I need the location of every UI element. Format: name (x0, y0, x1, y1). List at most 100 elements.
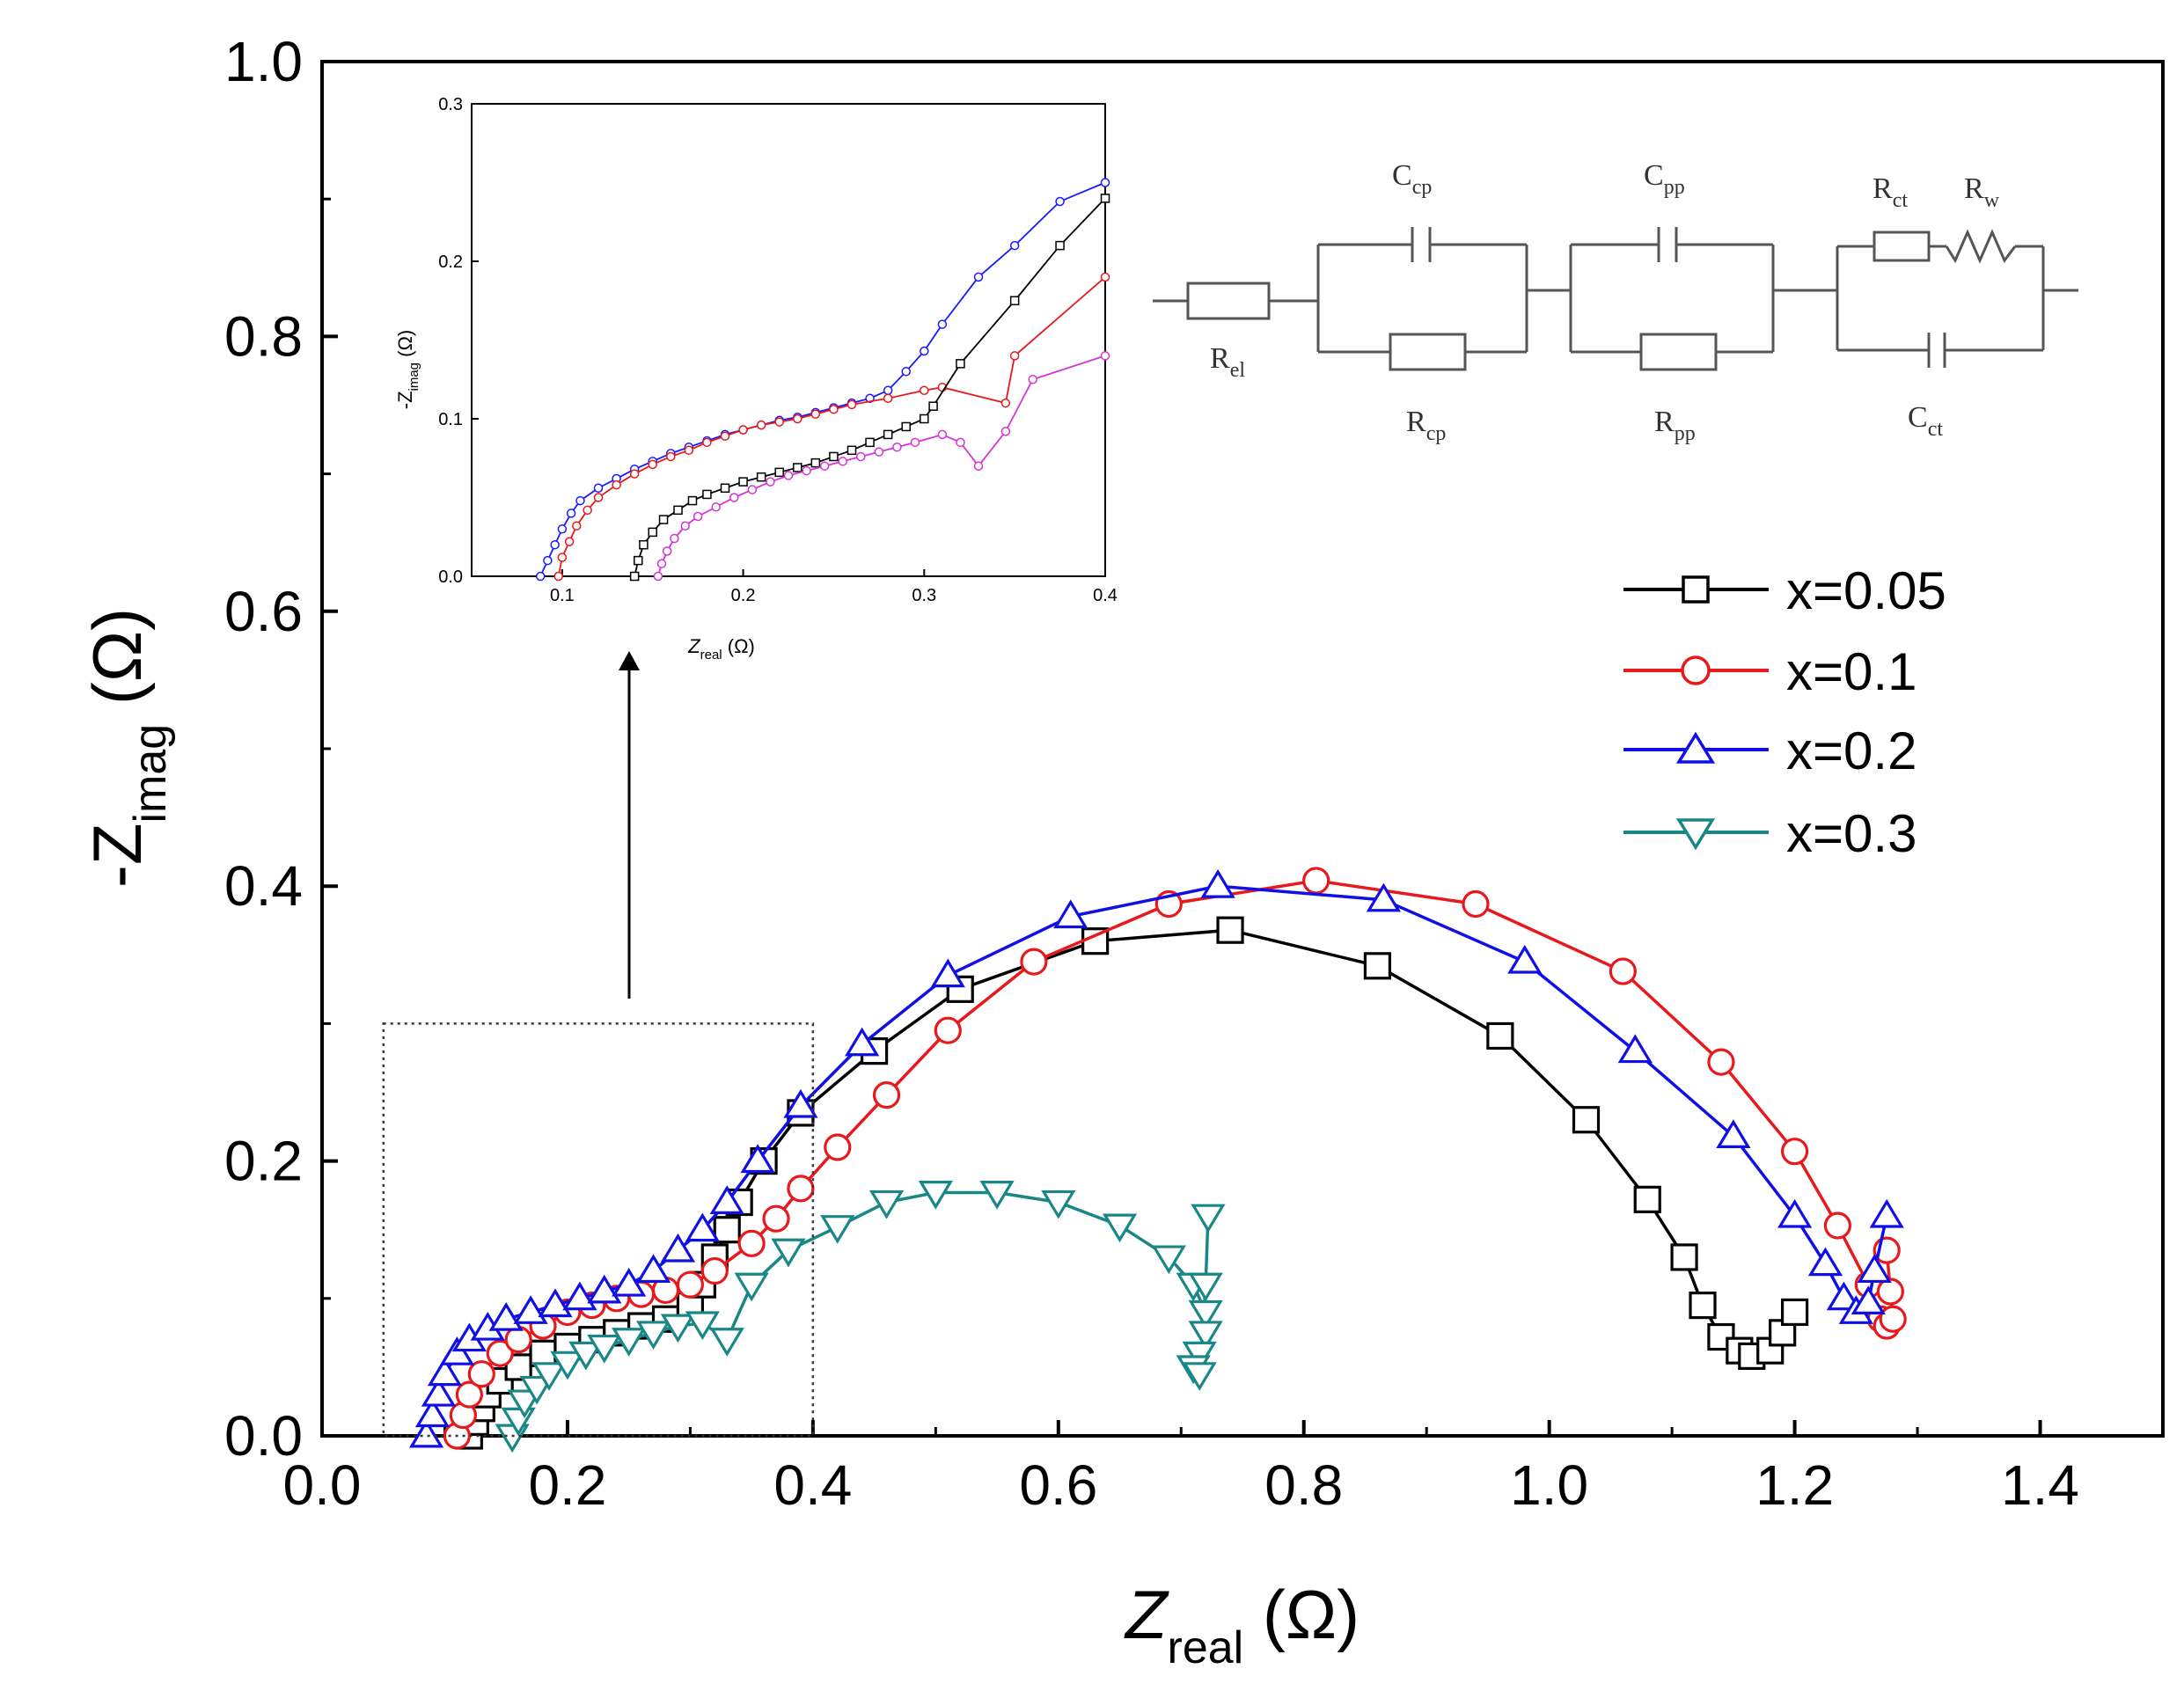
label-c-pp: Cpp (1644, 159, 1685, 199)
data-point-s1-18 (872, 1081, 901, 1109)
legend-marker-0 (1682, 575, 1710, 604)
inset-point-s2-3 (648, 527, 657, 538)
inset-point-s2-2 (639, 539, 649, 550)
x-tick-label-4: 0.8 (1264, 1453, 1343, 1517)
inset-point-s3-12 (819, 461, 830, 471)
data-point-s0-24 (1486, 1021, 1514, 1050)
inset-frame (471, 103, 1106, 577)
x-tick-label-0: 0.0 (283, 1453, 362, 1517)
data-point-s0-6 (529, 1339, 557, 1367)
data-point-s1-4 (486, 1339, 514, 1367)
data-point-s3-8 (612, 1328, 647, 1357)
data-point-s3-14 (771, 1238, 806, 1268)
inset-point-s0-24 (920, 346, 929, 356)
data-point-s3-15 (820, 1215, 855, 1244)
inset-point-s1-1 (557, 553, 568, 562)
inset-x-title: Zreal (Ω) (687, 635, 755, 662)
data-point-s3-27 (1182, 1362, 1217, 1391)
data-point-s3-6 (568, 1341, 604, 1371)
legend-entry-1: x=0.1 (1623, 642, 1916, 701)
data-point-s1-26 (1780, 1138, 1809, 1166)
legend-marker-1 (1681, 655, 1711, 685)
inset-point-s0-4 (566, 509, 576, 518)
inset-point-s3-11 (802, 465, 811, 476)
inset-point-s0-22 (883, 385, 893, 396)
y-tick-label-2: 0.4 (224, 854, 303, 918)
data-point-s2-20 (930, 958, 965, 988)
inset-x-title-unit: (Ω) (722, 635, 755, 657)
x-tick-label-2: 0.4 (773, 1453, 852, 1517)
data-point-s3-3 (519, 1375, 554, 1405)
inset-point-s3-0 (653, 571, 663, 582)
data-point-s1-27 (1823, 1212, 1852, 1240)
series-line-0 (467, 928, 1797, 1437)
label-c-ct: Cct (1908, 401, 1943, 441)
zoom-rect (382, 1022, 815, 1438)
y-axis-title: -Zimag (Ω) (78, 608, 176, 888)
data-point-s3-21 (1151, 1245, 1186, 1275)
inset-point-s1-8 (648, 459, 657, 470)
data-point-s3-18 (979, 1181, 1015, 1210)
inset-point-s1-10 (684, 445, 694, 456)
data-point-s2-33 (1869, 1198, 1904, 1228)
y-tick-label-0: 0.0 (224, 1404, 303, 1468)
y-axis-title-sub: imag (125, 724, 176, 824)
inset-point-s3-15 (874, 447, 884, 457)
inset-point-s3-4 (680, 521, 690, 531)
inset-point-s3-23 (1100, 351, 1110, 361)
data-point-s2-26 (1716, 1119, 1751, 1148)
inset-point-s3-7 (729, 493, 739, 502)
inset-point-s1-7 (629, 469, 640, 479)
svg-text:x=0.3: x=0.3 (1786, 804, 1916, 863)
data-point-s3-4 (531, 1362, 567, 1391)
x-axis-title: Zreal (Ω) (1124, 1576, 1360, 1673)
inset-point-s3-8 (747, 485, 758, 494)
inset-point-s2-15 (846, 445, 857, 456)
data-point-s2-29 (1826, 1281, 1862, 1311)
data-point-s2-12 (612, 1267, 647, 1297)
series-1 (443, 867, 1907, 1450)
inset-point-s1-14 (756, 420, 766, 430)
inset-point-s2-19 (920, 414, 929, 424)
data-point-s3-16 (868, 1190, 905, 1219)
inset-point-s3-17 (910, 437, 920, 448)
data-point-s2-28 (1807, 1247, 1843, 1277)
inset-point-s2-4 (658, 515, 669, 524)
label-r-pp: Rpp (1654, 406, 1696, 445)
inset-point-s2-14 (829, 451, 839, 462)
data-point-s1-15 (762, 1204, 790, 1233)
data-point-s2-24 (1507, 944, 1543, 974)
data-point-s1-24 (1609, 957, 1637, 985)
legend-marker-2 (1675, 731, 1716, 764)
data-point-s0-5 (504, 1353, 532, 1381)
data-point-s3-24 (1188, 1321, 1223, 1351)
data-point-s3-25 (1182, 1341, 1217, 1371)
inset-point-s1-21 (920, 385, 929, 396)
svg-text:x=0.2: x=0.2 (1786, 721, 1916, 780)
inset-y-title-sub: imag (407, 362, 421, 392)
inset-point-s1-11 (702, 437, 712, 448)
data-point-s2-19 (845, 1027, 880, 1057)
data-point-s3-17 (918, 1181, 953, 1210)
data-point-s3-19 (1041, 1190, 1076, 1219)
inset-point-s3-19 (956, 437, 965, 448)
data-point-s1-25 (1707, 1048, 1735, 1076)
data-point-s2-22 (1200, 868, 1235, 898)
inset-point-s2-7 (702, 489, 712, 500)
y-axis-title-main: -Z (78, 824, 156, 889)
data-point-s3-13 (734, 1272, 769, 1302)
data-point-s3-29 (1191, 1204, 1226, 1233)
svg-text:x=0.05: x=0.05 (1786, 561, 1946, 620)
inset-x-title-sub: real (700, 648, 722, 662)
data-point-s2-13 (635, 1254, 671, 1284)
y-tick-label-3: 0.6 (224, 580, 303, 643)
inset-point-s0-27 (1009, 240, 1020, 251)
series-3 (495, 1181, 1226, 1453)
inset-point-s2-0 (629, 571, 640, 582)
series-2 (408, 868, 1904, 1448)
label-r-cp: Rcp (1406, 406, 1446, 445)
inset-point-s1-19 (846, 399, 857, 410)
inset-series-3 (653, 351, 1110, 582)
inset-point-s3-10 (783, 471, 794, 480)
